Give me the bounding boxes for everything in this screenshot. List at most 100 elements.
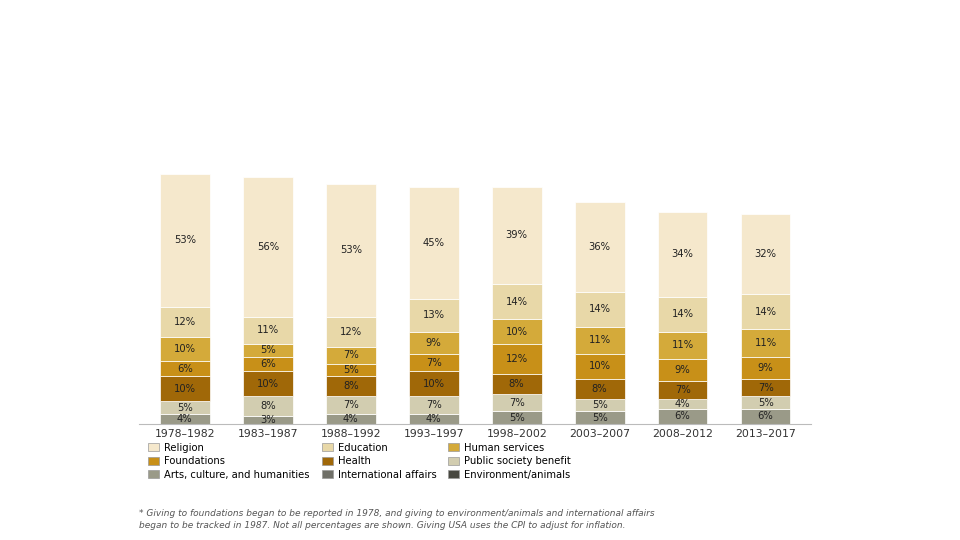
Text: 10%: 10% xyxy=(174,384,196,394)
Text: 7%: 7% xyxy=(757,383,774,393)
Text: 3%: 3% xyxy=(260,415,276,425)
Bar xyxy=(409,354,459,372)
Text: 37: 37 xyxy=(34,147,51,160)
Text: 39%: 39% xyxy=(506,231,528,240)
Text: 8%: 8% xyxy=(343,381,359,391)
Text: 12%: 12% xyxy=(340,327,362,336)
Bar xyxy=(160,361,209,376)
Text: 10%: 10% xyxy=(588,361,611,372)
Bar xyxy=(492,319,541,344)
Text: 4%: 4% xyxy=(343,414,359,424)
Bar xyxy=(658,399,708,409)
Text: 14%: 14% xyxy=(672,309,694,319)
Text: 7%: 7% xyxy=(343,350,359,360)
Text: 34%: 34% xyxy=(672,249,693,259)
Text: Giving by type of recipient: Percentage of the total in five-year spans,
1978–20: Giving by type of recipient: Percentage … xyxy=(19,4,530,63)
Bar xyxy=(160,174,209,307)
Bar xyxy=(160,401,209,414)
Text: 5%: 5% xyxy=(509,413,524,423)
Bar xyxy=(658,212,708,296)
Text: 7%: 7% xyxy=(426,357,442,368)
Text: 36%: 36% xyxy=(588,242,611,252)
Text: 11%: 11% xyxy=(672,340,694,350)
Text: 8%: 8% xyxy=(591,384,608,394)
Text: 12%: 12% xyxy=(506,354,528,364)
Text: 4%: 4% xyxy=(426,414,442,424)
Bar xyxy=(741,356,790,379)
Text: 13%: 13% xyxy=(422,310,444,320)
Text: * Giving to foundations began to be reported in 1978, and giving to environment/: * Giving to foundations began to be repo… xyxy=(139,509,655,530)
Bar xyxy=(492,344,541,374)
Text: 5%: 5% xyxy=(260,345,276,355)
Text: 53%: 53% xyxy=(340,245,362,255)
Text: 12%: 12% xyxy=(174,316,196,327)
Text: 7%: 7% xyxy=(426,400,442,410)
Bar xyxy=(575,399,625,411)
Text: 11%: 11% xyxy=(588,335,611,345)
Text: 6%: 6% xyxy=(757,411,774,421)
Bar xyxy=(409,299,459,332)
Bar xyxy=(658,332,708,359)
Text: 7%: 7% xyxy=(675,385,690,395)
Bar xyxy=(575,292,625,327)
Text: 5%: 5% xyxy=(177,403,193,413)
Text: 4%: 4% xyxy=(177,414,193,424)
Bar xyxy=(741,396,790,409)
Bar xyxy=(409,414,459,424)
Bar xyxy=(741,329,790,356)
Bar xyxy=(409,396,459,414)
Bar xyxy=(741,294,790,329)
Legend: Religion, Foundations, Arts, culture, and humanities, Education, Health, Interna: Religion, Foundations, Arts, culture, an… xyxy=(144,438,575,484)
Bar xyxy=(409,372,459,396)
Text: 14%: 14% xyxy=(755,307,777,316)
Text: 9%: 9% xyxy=(757,363,774,373)
Bar xyxy=(492,284,541,319)
Bar xyxy=(658,359,708,381)
Bar xyxy=(575,327,625,354)
Text: 32%: 32% xyxy=(755,249,777,259)
Bar xyxy=(325,396,375,414)
Bar xyxy=(325,316,375,347)
Text: 5%: 5% xyxy=(343,365,359,375)
Bar xyxy=(325,347,375,364)
Text: 8%: 8% xyxy=(260,401,276,411)
Bar xyxy=(243,356,293,372)
Bar xyxy=(243,416,293,424)
Bar xyxy=(325,376,375,396)
Text: 9%: 9% xyxy=(426,338,442,348)
Bar xyxy=(492,394,541,411)
Text: 53%: 53% xyxy=(174,235,196,245)
Bar xyxy=(160,307,209,336)
Text: 14%: 14% xyxy=(506,296,528,307)
Bar xyxy=(325,414,375,424)
Bar xyxy=(160,336,209,361)
Bar xyxy=(575,379,625,399)
Text: 10%: 10% xyxy=(422,379,444,389)
Bar xyxy=(658,409,708,424)
Text: 11%: 11% xyxy=(755,338,777,348)
Bar xyxy=(243,396,293,416)
Text: 5%: 5% xyxy=(591,413,608,423)
Text: 7%: 7% xyxy=(509,397,524,408)
Bar xyxy=(325,184,375,316)
Text: 56%: 56% xyxy=(256,242,278,252)
Bar xyxy=(243,372,293,396)
Text: 14%: 14% xyxy=(588,304,611,314)
Bar xyxy=(492,374,541,394)
Text: 10%: 10% xyxy=(506,327,528,336)
Bar xyxy=(243,316,293,344)
Bar xyxy=(492,187,541,284)
Bar xyxy=(409,187,459,299)
Text: 45%: 45% xyxy=(422,238,444,248)
Text: 7%: 7% xyxy=(343,400,359,410)
Text: 10%: 10% xyxy=(174,344,196,354)
Text: 6%: 6% xyxy=(260,359,276,369)
Text: 6%: 6% xyxy=(675,411,690,421)
Bar xyxy=(575,354,625,379)
Bar xyxy=(658,296,708,332)
Bar xyxy=(741,379,790,396)
Bar xyxy=(658,381,708,399)
Text: 9%: 9% xyxy=(675,365,690,375)
Text: 10%: 10% xyxy=(256,379,278,389)
Bar xyxy=(575,411,625,424)
